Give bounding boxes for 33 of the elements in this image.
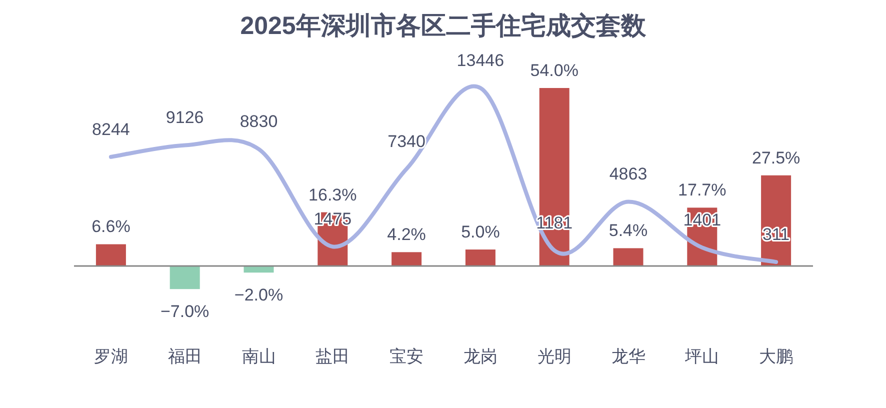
data-label: 8830: [240, 112, 278, 132]
bar: [96, 244, 126, 266]
data-label: 7340: [388, 132, 426, 151]
x-tick-label: 龙华: [611, 347, 646, 366]
x-tick-label: 南山: [242, 347, 276, 366]
x-tick-label: 大鹏: [759, 347, 794, 366]
data-label: 5.0%: [461, 222, 500, 242]
data-label: 27.5%: [752, 148, 800, 168]
bar: [392, 252, 422, 266]
data-label: 16.3%: [308, 185, 357, 204]
data-label: 17.7%: [678, 180, 726, 200]
x-tick-label: 龙岗: [463, 347, 498, 366]
x-tick-label: 福田: [168, 347, 202, 366]
data-label: 4863: [609, 164, 648, 184]
data-label: 4.2%: [387, 225, 426, 244]
data-label: 5.4%: [608, 221, 648, 240]
data-label: −7.0%: [160, 302, 210, 322]
x-tick-label: 光明: [537, 347, 572, 366]
bar: [465, 250, 496, 266]
data-label: 9126: [166, 108, 204, 128]
x-tick-label: 坪山: [684, 347, 720, 366]
bar: [613, 248, 644, 266]
data-label: 54.0%: [530, 61, 578, 80]
data-label: 311: [762, 225, 790, 244]
x-tick-label: 盐田: [316, 347, 350, 366]
data-label: −2.0%: [234, 286, 284, 305]
data-label: 13446: [456, 51, 504, 70]
data-label: 6.6%: [92, 217, 130, 236]
data-label: 8244: [92, 120, 130, 139]
bar: [170, 266, 200, 290]
chart-title: 2025年深圳市各区二手住宅成交套数: [240, 12, 647, 40]
x-tick-label: 宝安: [390, 347, 424, 366]
x-tick-label: 罗湖: [94, 347, 128, 366]
